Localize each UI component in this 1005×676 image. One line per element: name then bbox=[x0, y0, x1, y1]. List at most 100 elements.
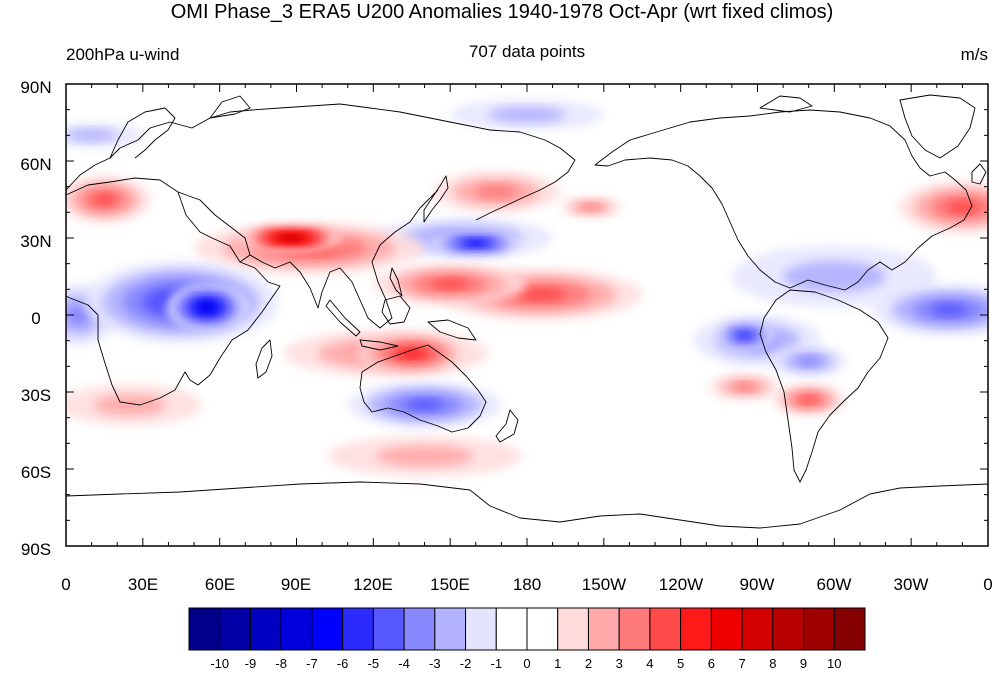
anomaly-contour bbox=[430, 279, 470, 290]
sumatra-coastline bbox=[325, 299, 361, 337]
lat-label-eq: 0 bbox=[31, 309, 40, 328]
lon-label-180: 180 bbox=[513, 575, 541, 594]
colorbar-label: 3 bbox=[616, 656, 623, 671]
colorbar-swatch bbox=[465, 607, 497, 651]
lon-label-120w: 120W bbox=[659, 575, 703, 594]
uk-coastline bbox=[971, 163, 987, 185]
colorbar-swatch bbox=[372, 607, 405, 651]
borneo-coastline bbox=[381, 295, 411, 325]
variable-label: 200hPa u-wind bbox=[66, 45, 179, 64]
anomaly-contour bbox=[201, 304, 213, 311]
anomaly-contour bbox=[799, 395, 818, 404]
colorbar-label: 4 bbox=[646, 656, 653, 671]
lat-label-90n: 90N bbox=[20, 78, 51, 97]
lat-label-60n: 60N bbox=[20, 155, 51, 174]
colorbar-label: 0 bbox=[523, 656, 530, 671]
colorbar-label: -3 bbox=[429, 656, 441, 671]
anomaly-contour bbox=[66, 128, 118, 142]
colorbar-swatch bbox=[249, 607, 282, 651]
colorbar-label: -9 bbox=[245, 656, 257, 671]
lon-label-0-end: 0 bbox=[983, 575, 992, 594]
eurasia-coastline bbox=[66, 103, 576, 221]
anomaly-contour bbox=[795, 356, 822, 367]
north-america-coastline bbox=[594, 109, 973, 291]
colorbar-swatch bbox=[311, 607, 344, 651]
colorbar-label: -6 bbox=[337, 656, 349, 671]
madagascar-coastline bbox=[255, 339, 273, 379]
colorbar-label: -5 bbox=[368, 656, 380, 671]
colorbar-swatch bbox=[741, 607, 774, 651]
colorbar-swatch bbox=[649, 607, 682, 651]
colorbar-label: 5 bbox=[677, 656, 684, 671]
lon-label-60w: 60W bbox=[817, 575, 852, 594]
colorbar-swatch bbox=[495, 607, 528, 651]
japan-coastline bbox=[423, 175, 449, 223]
colorbar-label: 8 bbox=[769, 656, 776, 671]
lon-label-90w: 90W bbox=[740, 575, 775, 594]
philippines-coastline bbox=[389, 267, 403, 297]
longitude-labels: 0 30E 60E 90E 120E 150E 180 150W 120W 90… bbox=[61, 575, 992, 594]
lon-label-30w: 30W bbox=[894, 575, 929, 594]
colorbar-label: 1 bbox=[554, 656, 561, 671]
anomaly-contour bbox=[946, 200, 979, 214]
colorbar-swatch bbox=[434, 607, 467, 651]
axis-ticks bbox=[65, 83, 989, 547]
colorbar-swatch bbox=[188, 607, 221, 651]
colorbar-label: 7 bbox=[738, 656, 745, 671]
colorbar-swatch bbox=[219, 607, 251, 651]
anomaly-contour bbox=[488, 107, 566, 123]
colorbar-label: 9 bbox=[800, 656, 807, 671]
colorbar-label: -2 bbox=[460, 656, 472, 671]
colorbar-swatch bbox=[557, 607, 589, 651]
anomaly-contour bbox=[375, 445, 474, 467]
colorbar-label: 6 bbox=[708, 656, 715, 671]
lon-label-0: 0 bbox=[61, 575, 70, 594]
anomaly-contour bbox=[783, 261, 886, 292]
australia-coastline bbox=[359, 344, 487, 433]
anomaly-shading bbox=[66, 99, 988, 477]
arctic-islands-coastline bbox=[209, 95, 251, 119]
anomaly-contour bbox=[930, 303, 969, 317]
colorbar-swatch bbox=[280, 607, 313, 651]
colorbar-swatch bbox=[403, 607, 436, 651]
colorbar-label: -10 bbox=[210, 656, 229, 671]
lon-label-30e: 30E bbox=[128, 575, 158, 594]
antarctica-coastline bbox=[66, 481, 988, 529]
anomaly-contour bbox=[738, 332, 751, 339]
lon-label-120e: 120E bbox=[353, 575, 393, 594]
south-america-coastline bbox=[759, 289, 889, 483]
colorbar-label: -7 bbox=[306, 656, 318, 671]
anomaly-contour bbox=[514, 288, 566, 301]
colorbar-swatch bbox=[680, 607, 712, 651]
colorbar-label: 2 bbox=[585, 656, 592, 671]
colorbar-swatch bbox=[803, 607, 835, 651]
data-points-label: 707 data points bbox=[469, 42, 585, 61]
colorbar-swatch bbox=[833, 607, 866, 651]
anomaly-contour bbox=[94, 394, 166, 416]
colorbar-swatch bbox=[587, 607, 620, 651]
new-guinea-coastline bbox=[427, 319, 477, 341]
lat-label-30n: 30N bbox=[20, 232, 51, 251]
colorbar-label: -8 bbox=[275, 656, 287, 671]
anomaly-contour bbox=[580, 203, 602, 211]
africa-coastline bbox=[66, 177, 281, 406]
java-coastline bbox=[359, 339, 399, 351]
new-zealand-coastline bbox=[495, 409, 519, 443]
lon-label-150w: 150W bbox=[582, 575, 626, 594]
south-asia-coastline bbox=[249, 189, 439, 329]
anomaly-contour bbox=[92, 193, 116, 206]
colorbar-swatch bbox=[526, 607, 559, 651]
colorbar-label: -4 bbox=[398, 656, 410, 671]
anomaly-contour bbox=[732, 382, 757, 392]
anomaly-contour bbox=[474, 184, 518, 199]
plot-title: OMI Phase_3 ERA5 U200 Anomalies 1940-197… bbox=[171, 1, 834, 23]
anomaly-contour bbox=[405, 399, 444, 411]
anomaly-contour bbox=[66, 304, 92, 326]
colorbar-label: 10 bbox=[827, 656, 841, 671]
units-label: m/s bbox=[961, 45, 988, 64]
lat-label-90s: 90S bbox=[21, 540, 51, 559]
greenland-coastline bbox=[899, 94, 976, 159]
latitude-labels: 90N 60N 30N 0 30S 60S 90S bbox=[20, 78, 51, 559]
lon-label-90e: 90E bbox=[281, 575, 311, 594]
